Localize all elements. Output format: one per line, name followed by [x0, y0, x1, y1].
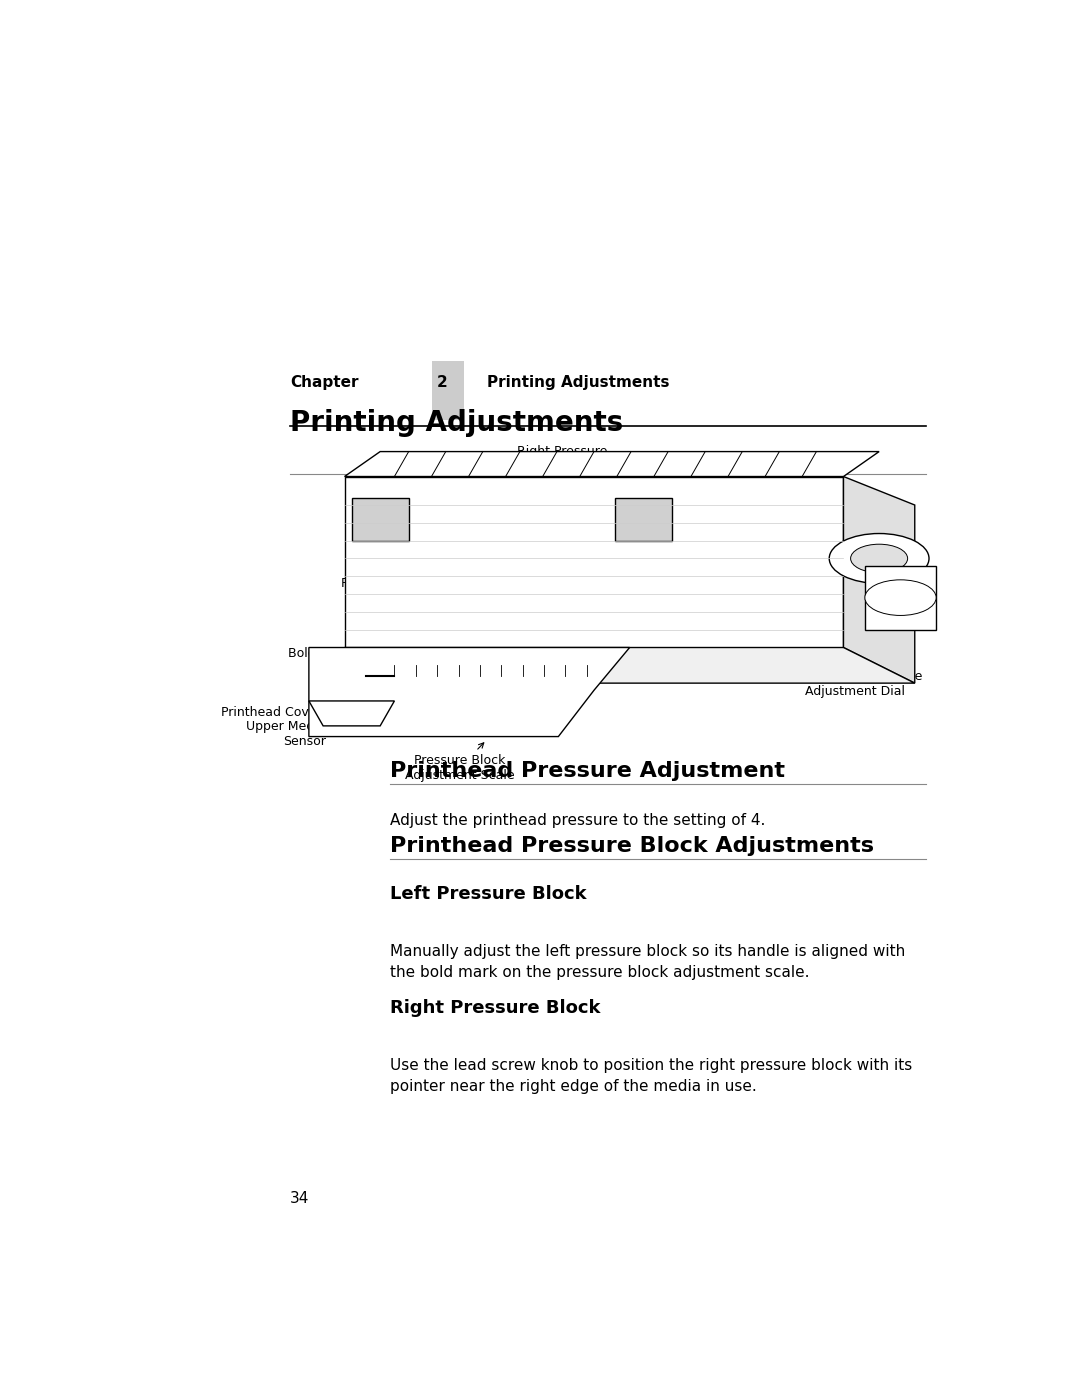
Circle shape [851, 545, 907, 573]
FancyBboxPatch shape [432, 362, 464, 420]
Text: Printhead Pressure Adjustment: Printhead Pressure Adjustment [390, 761, 785, 781]
Text: Printhead Pressure Block Adjustments: Printhead Pressure Block Adjustments [390, 835, 875, 856]
Circle shape [865, 580, 936, 616]
Polygon shape [843, 476, 915, 683]
Text: Adjust the printhead pressure to the setting of 4.: Adjust the printhead pressure to the set… [390, 813, 766, 828]
Text: Manually adjust the left pressure block so its handle is aligned with
the bold m: Manually adjust the left pressure block … [390, 944, 905, 981]
Polygon shape [345, 648, 915, 683]
Text: Left
Pressure
Block: Left Pressure Block [361, 469, 421, 525]
Text: Printhead Pressure
Adjustment Dial: Printhead Pressure Adjustment Dial [783, 671, 922, 698]
Polygon shape [345, 451, 879, 476]
Text: Printing Adjustments: Printing Adjustments [289, 408, 623, 437]
Text: Right Pressure
Block: Right Pressure Block [516, 446, 607, 489]
Text: Printhead Cover/
Upper Media
Sensor: Printhead Cover/ Upper Media Sensor [221, 705, 424, 749]
Polygon shape [309, 648, 630, 736]
Text: Right Pressure Block: Right Pressure Block [390, 999, 600, 1017]
Text: Bold Mark: Bold Mark [288, 647, 416, 661]
Text: Left
Pressure
Block
Handle: Left Pressure Block Handle [341, 563, 407, 620]
Text: Left Pressure Block: Left Pressure Block [390, 886, 586, 904]
Text: Lead Screw
Knob: Lead Screw Knob [800, 524, 886, 564]
Bar [616, 497, 673, 541]
Polygon shape [309, 701, 394, 726]
Bar [865, 566, 936, 630]
Text: Right Pressure
Block Pointer: Right Pressure Block Pointer [658, 520, 802, 548]
Text: 34: 34 [289, 1190, 309, 1206]
Text: Pressure Block
Adjustment Scale: Pressure Block Adjustment Scale [405, 743, 514, 782]
Bar [352, 497, 408, 541]
Text: Printing Adjustments: Printing Adjustments [486, 376, 669, 390]
Text: 2: 2 [436, 376, 447, 390]
Polygon shape [345, 476, 843, 648]
Text: Use the lead screw knob to position the right pressure block with its
pointer ne: Use the lead screw knob to position the … [390, 1059, 913, 1094]
Text: Chapter: Chapter [289, 376, 359, 390]
Circle shape [829, 534, 929, 584]
